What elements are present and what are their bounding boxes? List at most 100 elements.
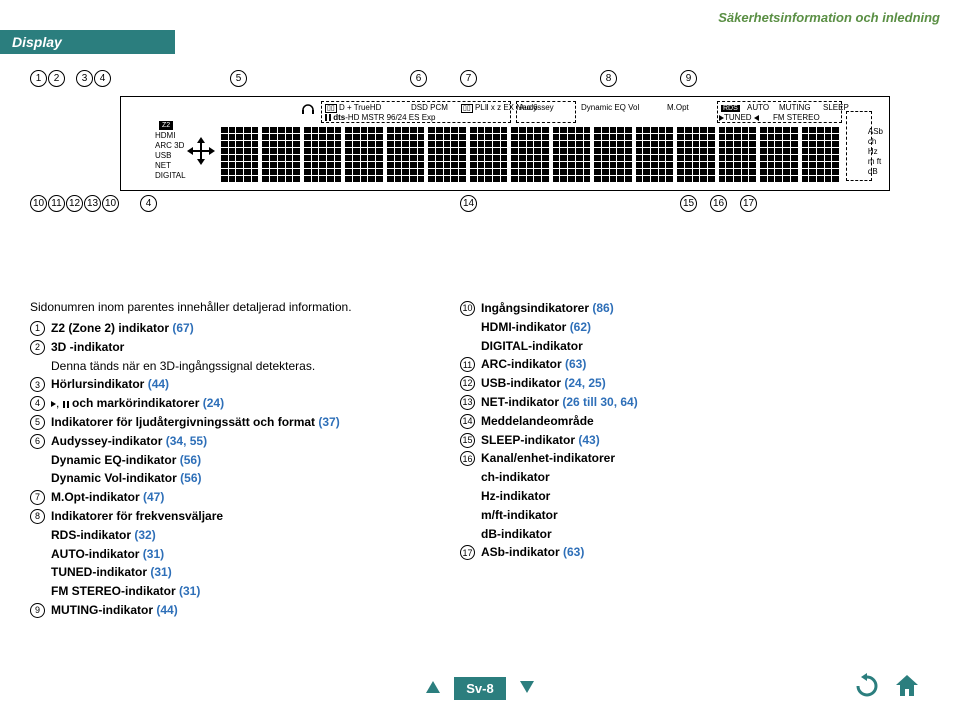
item-text: MUTING-indikator (44)	[51, 602, 410, 619]
z2-box: Z2	[159, 121, 173, 130]
lcd-side-label: NET	[155, 161, 186, 171]
sub-item: Dynamic EQ-indikator (56)	[51, 452, 410, 469]
lcd-audyssey: Audyssey	[519, 103, 554, 112]
matrix-char	[553, 127, 590, 182]
item-text: Audyssey-indikator (34, 55)	[51, 433, 410, 450]
sub-item: FM STEREO-indikator (31)	[51, 583, 410, 600]
page-footer: Sv-8	[0, 677, 960, 700]
list-item: 8Indikatorer för frekvensväljare	[30, 508, 410, 525]
list-item: 4 , och markörindikatorer (24)	[30, 395, 410, 412]
callout-14: 14	[460, 195, 477, 212]
matrix-char	[594, 127, 631, 182]
sub-item: RDS-indikator (32)	[51, 527, 410, 544]
lcd-mopt: M.Opt	[667, 103, 689, 112]
lcd-right-label: dB	[868, 167, 883, 177]
item-number: 9	[30, 603, 45, 618]
item-text: SLEEP-indikator (43)	[481, 432, 810, 449]
lcd-panel: Z2 HDMIARC 3DUSBNETDIGITAL ▯▯ D + TrueHD…	[120, 96, 890, 191]
list-item: 3Hörlursindikator (44)	[30, 376, 410, 393]
sub-item: Denna tänds när en 3D-ingångssignal dete…	[51, 358, 410, 375]
lcd-rds: RDS	[721, 103, 740, 112]
list-item: 9 MUTING-indikator (44)	[30, 602, 410, 619]
list-item: 15SLEEP-indikator (43)	[460, 432, 810, 449]
callout-7: 7	[460, 70, 477, 87]
prev-page-button[interactable]	[424, 678, 442, 699]
content-columns: Sidonumren inom parentes innehåller deta…	[30, 300, 930, 621]
item-text: NET-indikator (26 till 30, 64)	[481, 394, 810, 411]
callout-12: 12	[66, 195, 83, 212]
page-number: Sv-8	[454, 677, 505, 700]
item-number: 6	[30, 434, 45, 449]
list-item: 7M.Opt-indikator (47)	[30, 489, 410, 506]
callout-4: 4	[94, 70, 111, 87]
matrix-char	[221, 127, 258, 182]
lcd-fm: FM STEREO	[773, 113, 820, 122]
item-text: , och markörindikatorer (24)	[51, 395, 410, 412]
callout-5: 5	[230, 70, 247, 87]
callout-6: 6	[410, 70, 427, 87]
callout-8: 8	[600, 70, 617, 87]
list-item: 13NET-indikator (26 till 30, 64)	[460, 394, 810, 411]
home-icon[interactable]	[894, 673, 920, 702]
list-item: 10Ingångsindikatorer (86)	[460, 300, 810, 317]
matrix-char	[387, 127, 424, 182]
undo-icon[interactable]	[854, 673, 880, 702]
list-item: 17 ASb-indikator (63)	[460, 544, 810, 561]
list-item: 1 Z2 (Zone 2) indikator (67)	[30, 320, 410, 337]
lcd-side-label: HDMI	[155, 131, 186, 141]
sub-item: DIGITAL-indikator	[481, 338, 810, 355]
matrix-char	[262, 127, 299, 182]
sub-item: Hz-indikator	[481, 488, 810, 505]
callout-13: 13	[84, 195, 101, 212]
sub-item: AUTO-indikator (31)	[51, 546, 410, 563]
item-text: Z2 (Zone 2) indikator (67)	[51, 320, 410, 337]
headphone-icon	[301, 102, 315, 116]
sub-item: dB-indikator	[481, 526, 810, 543]
lcd-right-label: Hz	[868, 147, 883, 157]
item-number: 14	[460, 414, 475, 429]
display-section-tab: Display	[0, 30, 175, 54]
callout-11: 11	[48, 195, 65, 212]
lcd-sleep: SLEEP	[823, 103, 849, 112]
lcd-side-label: DIGITAL	[155, 171, 186, 181]
item-number: 17	[460, 545, 475, 560]
list-item: 5Indikatorer för ljudåtergivningssätt oc…	[30, 414, 410, 431]
page-header: Säkerhetsinformation och inledning	[718, 10, 940, 25]
callout-2: 2	[48, 70, 65, 87]
list-item: 12USB-indikator (24, 25)	[460, 375, 810, 392]
item-text: Indikatorer för frekvensväljare	[51, 508, 410, 525]
item-text: 3D -indikator	[51, 339, 410, 356]
next-page-button[interactable]	[518, 678, 536, 699]
item-number: 10	[460, 301, 475, 316]
item-text: Hörlursindikator (44)	[51, 376, 410, 393]
callout-10: 10	[30, 195, 47, 212]
list-item: 16Kanal/enhet-indikatorer	[460, 450, 810, 467]
matrix-char	[511, 127, 548, 182]
callout-9: 9	[680, 70, 697, 87]
matrix-char	[304, 127, 341, 182]
top-callout-row: 123456789	[30, 70, 930, 88]
lcd-right-label: m ft	[868, 157, 883, 167]
lcd-dolby: ▯▯ D + TrueHD	[325, 103, 381, 112]
item-number: 5	[30, 415, 45, 430]
lcd-muting: MUTING	[779, 103, 811, 112]
sub-item: TUNED-indikator (31)	[51, 564, 410, 581]
matrix-char	[470, 127, 507, 182]
item-number: 4	[30, 396, 45, 411]
display-diagram: 123456789 Z2 HDMIARC 3DUSBNETDIGITAL ▯▯ …	[30, 70, 930, 255]
matrix-char	[677, 127, 714, 182]
lcd-right-label: ch	[868, 137, 883, 147]
lcd-tuned: TUNED	[719, 113, 759, 122]
sub-item: m/ft-indikator	[481, 507, 810, 524]
list-item: 11ARC-indikator (63)	[460, 356, 810, 373]
bottom-callout-row: 1011121310414151617	[30, 195, 930, 213]
item-text: USB-indikator (24, 25)	[481, 375, 810, 392]
matrix-char	[719, 127, 756, 182]
matrix-char	[345, 127, 382, 182]
item-number: 1	[30, 321, 45, 336]
arrow-cross-icon	[187, 137, 215, 165]
callout-3: 3	[76, 70, 93, 87]
lcd-dsd: DSD PCM	[411, 103, 448, 112]
item-text: ASb-indikator (63)	[481, 544, 810, 561]
dot-matrix-display	[221, 127, 839, 182]
